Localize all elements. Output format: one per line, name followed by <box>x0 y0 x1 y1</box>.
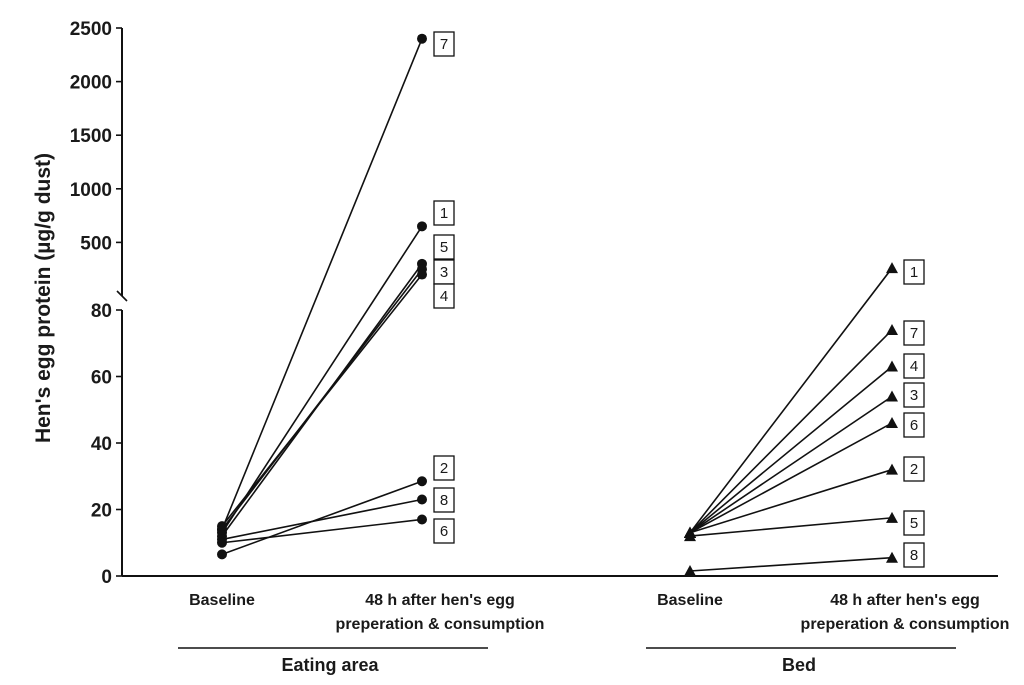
series-label-box <box>433 31 455 57</box>
series-label: 6 <box>440 523 448 540</box>
data-point <box>886 417 898 429</box>
series-line <box>689 556 893 572</box>
series-label: 4 <box>910 358 918 375</box>
series-label: 2 <box>440 460 448 477</box>
category-label: Baseline <box>657 592 723 609</box>
y-tick-label: 20 <box>91 501 112 522</box>
category-label: 48 h after hen's egg <box>830 592 980 609</box>
y-tick-label: 2500 <box>70 19 112 40</box>
data-point <box>417 33 427 44</box>
series-label-box <box>433 234 455 260</box>
data-point <box>417 476 427 487</box>
series-lines <box>221 38 893 572</box>
data-point <box>217 537 227 548</box>
data-point <box>886 262 898 274</box>
series-label-box <box>433 518 455 544</box>
series-label: 3 <box>910 387 918 404</box>
y-tick-label: 0 <box>101 567 112 588</box>
series-label-box <box>903 382 925 408</box>
series-label-box <box>903 320 925 346</box>
series-line <box>221 38 423 530</box>
series-label: 2 <box>910 461 918 478</box>
series-label-box <box>433 487 455 513</box>
series-line <box>689 468 893 534</box>
data-point <box>886 463 898 475</box>
series-label: 7 <box>910 325 918 342</box>
series-label: 5 <box>440 239 448 256</box>
series-line <box>221 480 423 556</box>
data-point <box>886 360 898 372</box>
series-labels: 7 1 5 3 4 2 8 6 1 7 4 3 6 2 5 8 <box>433 31 925 568</box>
series-line <box>689 365 893 534</box>
lower-y-ticks: 0 20 40 60 80 <box>91 301 122 588</box>
y-tick-label: 1500 <box>70 126 112 147</box>
series-label-box <box>903 456 925 482</box>
series-label: 1 <box>440 205 448 222</box>
series-label-box <box>903 353 925 379</box>
y-tick-label: 1000 <box>70 180 112 201</box>
y-tick-label: 500 <box>80 233 112 254</box>
category-label: preperation & consumption <box>336 616 545 633</box>
series-label-box <box>903 412 925 438</box>
y-tick-label: 80 <box>91 301 112 322</box>
y-tick-label: 60 <box>91 368 112 389</box>
series-label: 8 <box>440 492 448 509</box>
data-point <box>417 494 427 505</box>
markers <box>217 33 898 577</box>
y-tick-label: 2000 <box>70 73 112 94</box>
data-point <box>684 530 696 542</box>
series-label: 1 <box>910 264 918 281</box>
category-label: Baseline <box>189 592 255 609</box>
group-label: Bed <box>782 655 816 675</box>
data-point <box>217 521 227 532</box>
data-point <box>217 549 227 560</box>
series-label-box <box>903 259 925 285</box>
series-label-box <box>433 200 455 226</box>
series-line <box>689 517 893 537</box>
series-label: 7 <box>440 36 448 53</box>
data-point <box>417 269 427 280</box>
data-point <box>886 390 898 402</box>
category-label: 48 h after hen's egg <box>365 592 515 609</box>
series-line <box>221 225 423 534</box>
series-line <box>689 422 893 534</box>
group-label: Eating area <box>281 655 379 675</box>
axis-break-mark <box>116 290 128 302</box>
data-point <box>684 565 696 577</box>
series-line <box>689 395 893 534</box>
series-label: 8 <box>910 547 918 564</box>
series-line <box>221 274 423 527</box>
data-point <box>886 323 898 335</box>
series-label-box <box>433 455 455 481</box>
series-label-box <box>903 542 925 568</box>
series-line <box>689 329 893 534</box>
series-label: 6 <box>910 417 918 434</box>
series-label: 5 <box>910 515 918 532</box>
data-point <box>886 511 898 523</box>
series-line <box>689 267 893 534</box>
data-point <box>417 514 427 525</box>
y-tick-label: 40 <box>91 434 112 455</box>
data-point <box>417 221 427 232</box>
category-label: preperation & consumption <box>801 616 1010 633</box>
y-axis-label: Hen's egg protein (µg/g dust) <box>32 153 55 443</box>
series-line <box>221 498 423 541</box>
category-labels: Baseline 48 h after hen's egg preperation … <box>178 592 1009 675</box>
series-label: 3 <box>440 264 448 281</box>
upper-y-ticks: 500 1000 1500 2000 2500 <box>70 19 122 254</box>
series-label-box <box>903 510 925 536</box>
series-label: 4 <box>440 288 448 305</box>
series-label-box <box>433 283 455 309</box>
data-point <box>886 551 898 563</box>
series-line <box>221 518 423 544</box>
